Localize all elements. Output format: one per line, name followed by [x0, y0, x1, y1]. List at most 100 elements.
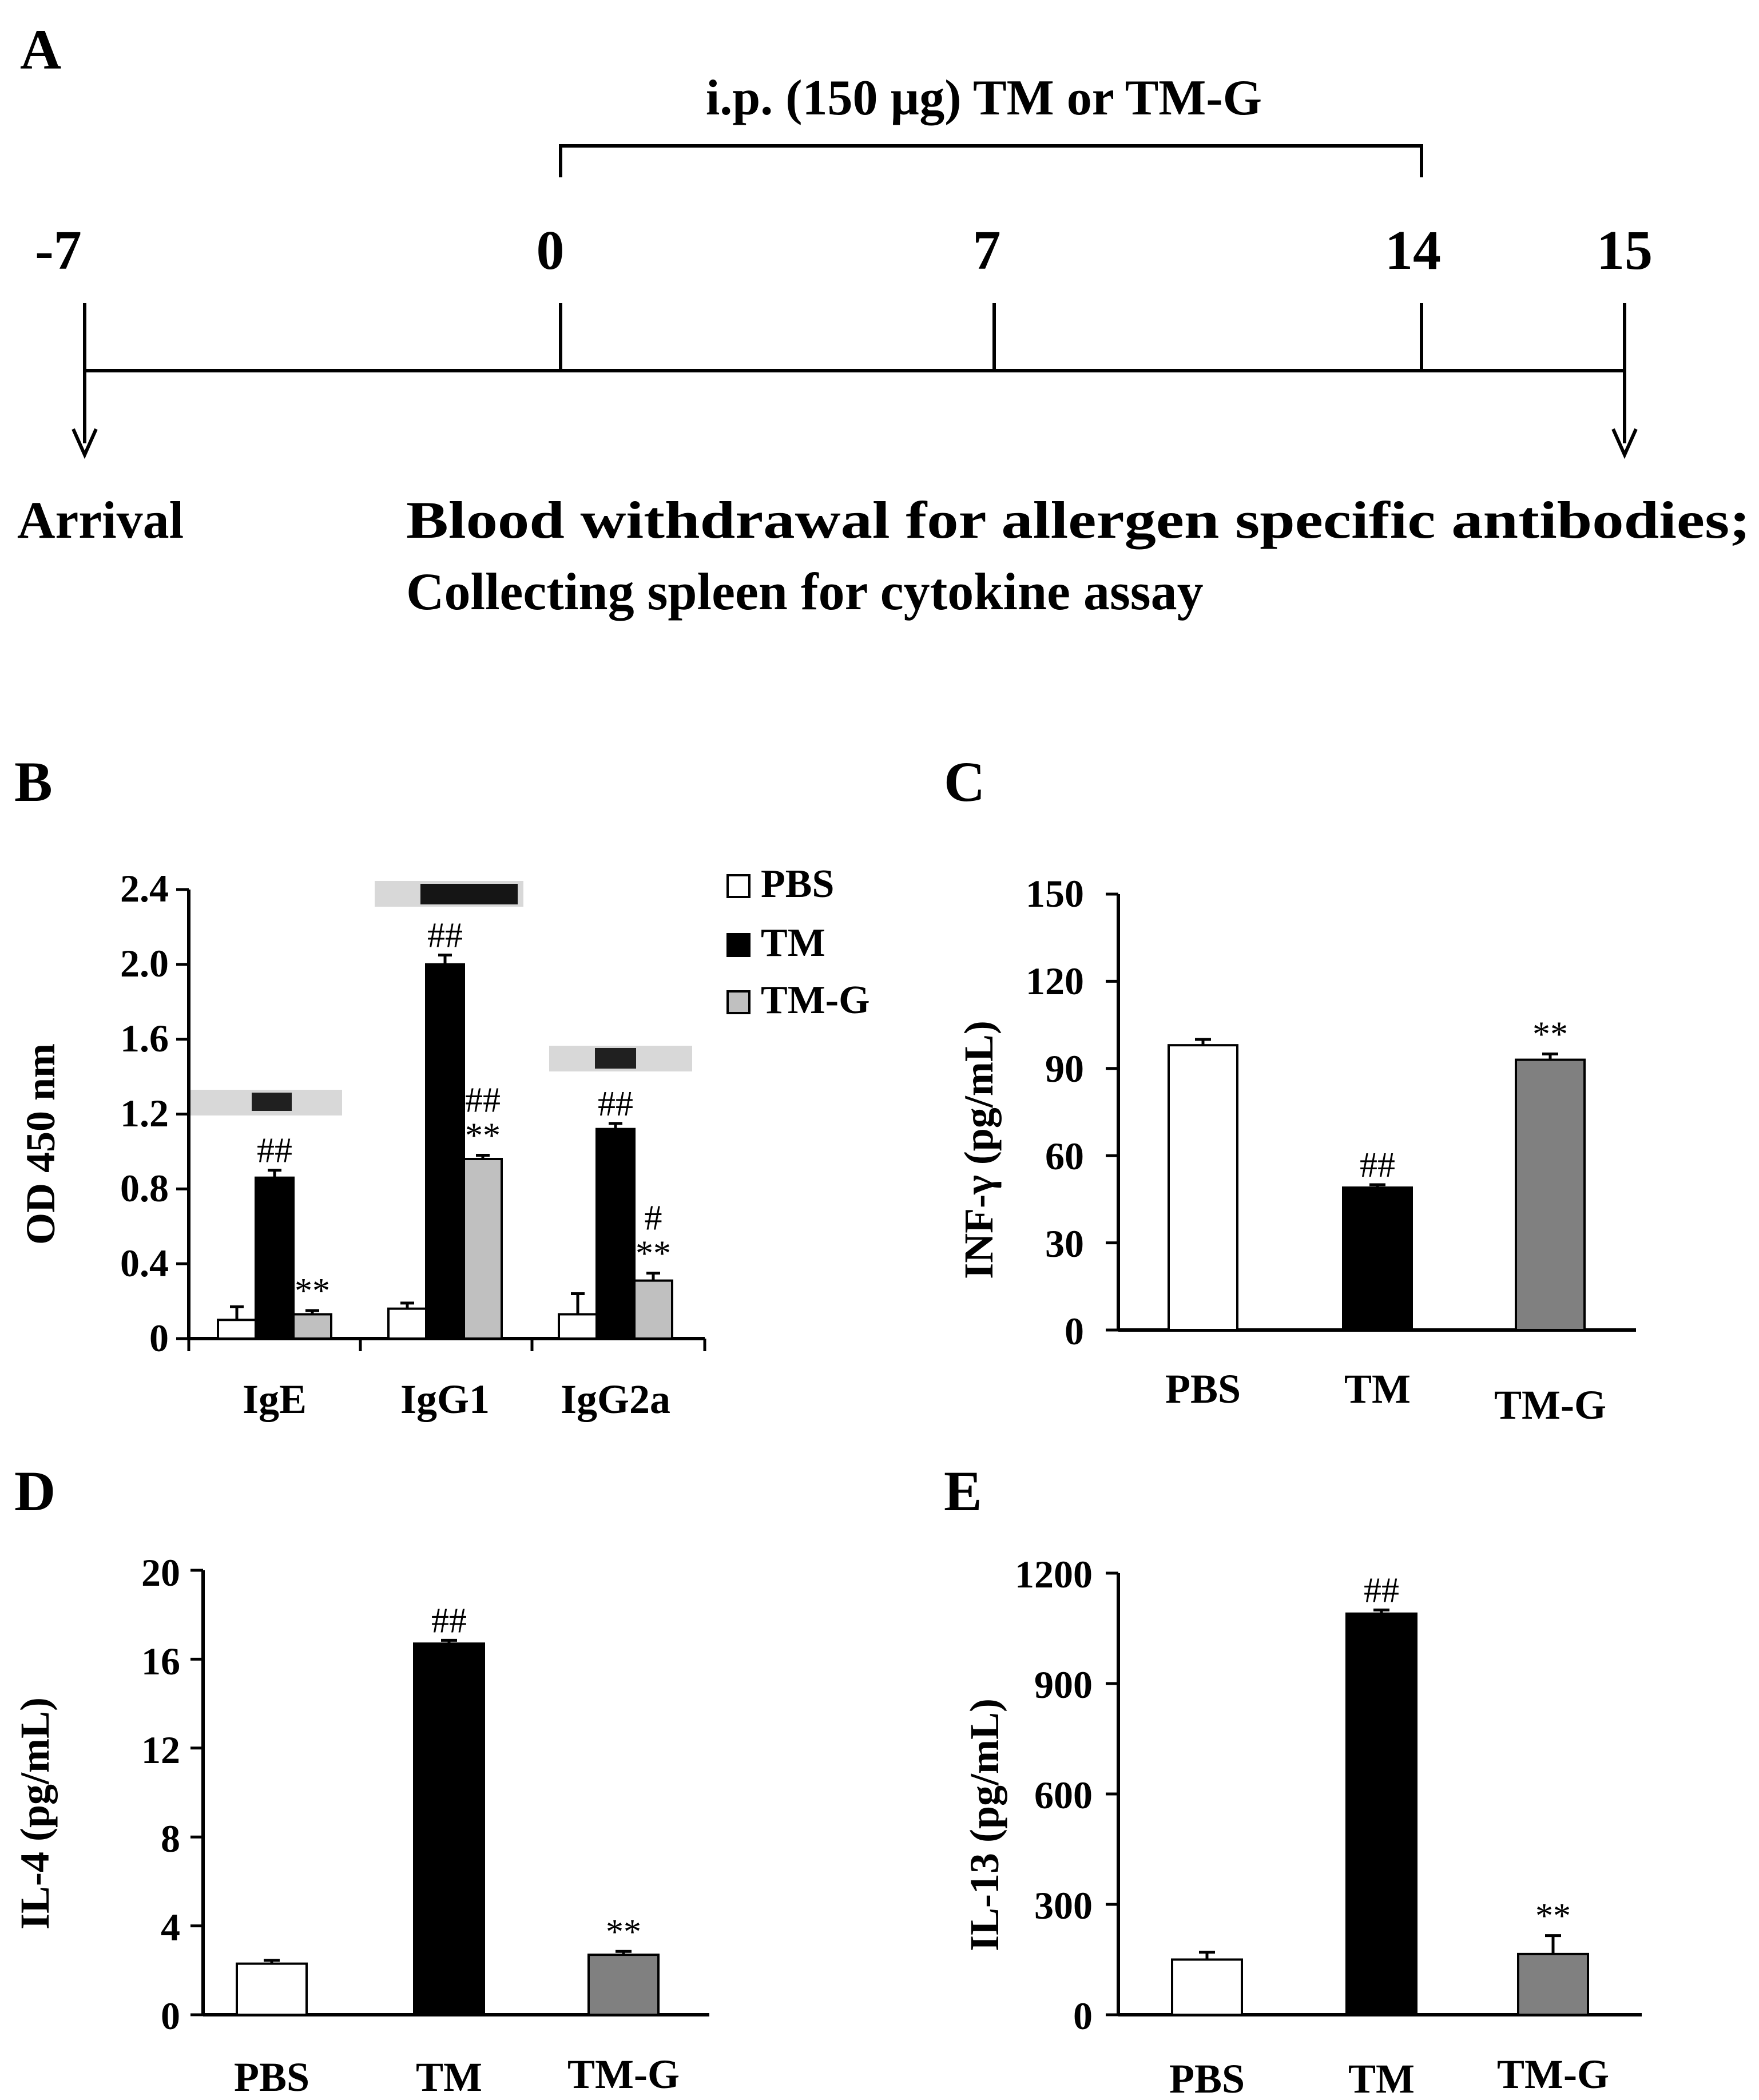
chart-d-il-4: IL-4 (pg/mL) 0 4 8 12 16 20 PBS TM TM-G …	[12, 1551, 709, 2100]
significance-mark: **	[465, 1116, 501, 1155]
bar-tm-g-ige	[292, 1313, 332, 1340]
day-label: 0	[537, 220, 565, 281]
y-tick-label: 60	[1045, 1134, 1084, 1178]
blot-band-igg1-tm	[420, 884, 518, 904]
y-tick-label: 2.4	[120, 867, 169, 910]
legend-label-tm: TM	[761, 921, 825, 965]
endpoint-line-1: Blood withdrawal for allergen specific a…	[406, 491, 1750, 549]
significance-mark: ##	[1360, 1146, 1395, 1185]
y-tick-label: 900	[1034, 1663, 1093, 1706]
legend-swatch-pbs	[726, 874, 751, 898]
y-axis-title: OD 450 nm	[18, 1043, 63, 1245]
significance-mark: ##	[465, 1081, 501, 1120]
y-tick-label: 150	[1026, 872, 1084, 915]
treatment-bracket	[559, 144, 1423, 177]
significance-mark: ##	[427, 916, 463, 955]
significance-mark: **	[1532, 1015, 1568, 1054]
y-tick-label: 1.6	[120, 1017, 169, 1060]
significance-mark: ##	[257, 1132, 292, 1170]
y-tick-labels: 0 30 60 90 120 150	[1026, 872, 1084, 1353]
day-label: 15	[1597, 220, 1653, 281]
significance-mark: #	[645, 1199, 662, 1238]
bar-tm	[1342, 1186, 1413, 1332]
y-axis-title: IL-13 (pg/mL)	[962, 1698, 1007, 1951]
y-tick-label: 1200	[1015, 1553, 1093, 1596]
bar-tm-g	[587, 1954, 660, 2016]
x-tick-labels: PBS TM TM-G	[234, 2051, 680, 2100]
x-tick-label: PBS	[234, 2054, 309, 2100]
x-tick-label: TM	[416, 2054, 482, 2100]
bar-tm-ige	[255, 1176, 295, 1340]
y-tick-label: 30	[1045, 1222, 1084, 1265]
x-tick-label: IgG1	[400, 1376, 490, 1422]
x-tick-label: IgE	[243, 1376, 307, 1422]
chart-e-il-13: IL-13 (pg/mL) 0 300 600 900 1200 PBS TM …	[962, 1553, 1642, 2100]
day-label: 7	[973, 220, 1001, 281]
y-tick-label: 90	[1045, 1047, 1084, 1090]
x-tick-labels: PBS TM TM-G	[1169, 2051, 1609, 2100]
y-tick-labels: 0 4 8 12 16 20	[141, 1551, 180, 2038]
x-tick-label: TM	[1348, 2056, 1415, 2100]
bar-tm	[1345, 1612, 1417, 2016]
x-tick-labels: PBS TM TM-G	[1165, 1366, 1606, 1428]
chart-b-antibodies: OD 450 nm 0 0.4 0.8 1.2 1.6 2.0 2.4 IgE …	[18, 862, 870, 1422]
legend: PBS TM TM-G	[726, 862, 870, 1022]
significance-mark: ##	[1364, 1571, 1399, 1610]
bar-tm-g-igg2a	[633, 1279, 673, 1340]
bar-tm-g-igg1	[463, 1158, 503, 1340]
significance-mark: **	[606, 1912, 641, 1951]
day-label: -7	[35, 220, 82, 281]
x-tick-label: PBS	[1169, 2056, 1245, 2100]
legend-swatch-tm	[726, 933, 751, 957]
bar-tm	[413, 1642, 485, 2016]
x-tick-label: TM	[1344, 1366, 1411, 1412]
y-axis-title: INF-γ (pg/mL)	[956, 1021, 1002, 1279]
bar-pbs	[1168, 1044, 1238, 1332]
y-tick-label: 600	[1034, 1773, 1093, 1817]
y-axis-title: IL-4 (pg/mL)	[12, 1697, 58, 1930]
panel-label-c: C	[944, 750, 985, 813]
bar-pbs	[1171, 1958, 1243, 2016]
day-label: 14	[1385, 220, 1441, 281]
panel-label-a: A	[20, 18, 61, 81]
x-tick-label: PBS	[1165, 1366, 1241, 1412]
y-tick-label: 4	[161, 1906, 180, 1949]
significance-mark: ##	[598, 1085, 633, 1124]
significance-mark: ##	[431, 1601, 467, 1640]
y-tick-label: 0	[1065, 1309, 1084, 1353]
y-tick-label: 0.8	[120, 1166, 169, 1210]
bar-tm-igg2a	[595, 1128, 636, 1340]
significance-mark: **	[295, 1272, 330, 1311]
x-tick-labels: IgE IgG1 IgG2a	[243, 1376, 670, 1422]
y-tick-label: 0	[161, 1994, 180, 2038]
bar-pbs	[236, 1962, 308, 2016]
endpoint-arrow-head	[1611, 428, 1638, 459]
bar-tm-g	[1517, 1952, 1589, 2016]
y-tick-label: 0	[1073, 1994, 1093, 2038]
y-tick-label: 12	[141, 1728, 180, 1772]
treatment-label: i.p. (150 µg) TM or TM-G	[706, 70, 1262, 126]
y-tick-label: 0	[149, 1316, 169, 1360]
chart-c-inf-gamma: INF-γ (pg/mL) 0 30 60 90 120 150 PBS TM …	[956, 872, 1636, 1428]
y-tick-label: 120	[1026, 959, 1084, 1003]
legend-label-tm-g: TM-G	[761, 978, 870, 1022]
bar-pbs-ige	[217, 1319, 257, 1340]
legend-swatch-tm-g	[726, 990, 751, 1014]
x-tick-label: TM-G	[567, 2051, 680, 2097]
x-tick-label: IgG2a	[561, 1376, 670, 1422]
significance-mark: **	[1535, 1897, 1571, 1936]
y-tick-label: 0.4	[120, 1241, 169, 1285]
bar-pbs-igg1	[387, 1307, 427, 1340]
significance-mark: **	[636, 1234, 671, 1273]
y-tick-label: 1.2	[120, 1091, 169, 1135]
panel-label-b: B	[14, 750, 53, 813]
y-tick-labels: 0 300 600 900 1200	[1015, 1553, 1093, 2038]
y-tick-label: 8	[161, 1817, 180, 1860]
bar-tm-igg1	[425, 963, 465, 1340]
bar-pbs-igg2a	[558, 1313, 598, 1340]
arrival-arrow-head	[72, 428, 98, 459]
y-tick-label: 16	[141, 1639, 180, 1683]
panel-label-d: D	[14, 1459, 55, 1523]
x-tick-label: TM-G	[1494, 1382, 1606, 1428]
